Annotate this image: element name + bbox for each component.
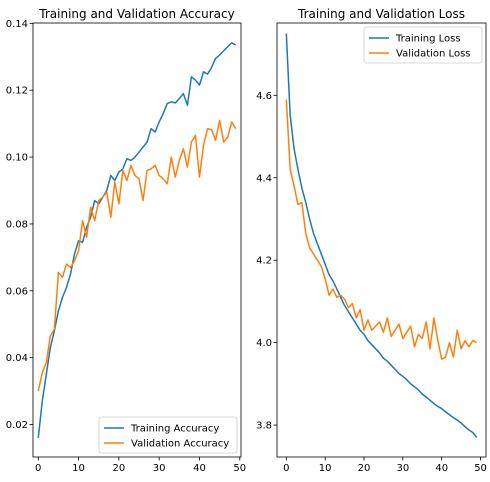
- loss-x-tick-label: 30: [396, 463, 409, 474]
- loss-validation-loss-line: [285, 99, 478, 360]
- loss-chart-title: Training and Validation Loss: [297, 7, 465, 21]
- accuracy-axes-frame: [32, 22, 242, 458]
- accuracy-x-tick-label: 10: [72, 463, 85, 474]
- accuracy-panel: Training and Validation Accuracy 0 10 20 30 4…: [6, 7, 246, 474]
- loss-y-tick-label: 3.8: [256, 421, 272, 432]
- accuracy-y-tick-label: 0.08: [6, 219, 28, 230]
- loss-x-tick-label: 20: [358, 463, 371, 474]
- loss-legend-label: Training Loss: [395, 34, 461, 45]
- accuracy-legend-box: [98, 416, 238, 454]
- accuracy-chart-title: Training and Validation Accuracy: [38, 7, 234, 21]
- loss-x-tick-label: 50: [474, 463, 487, 474]
- loss-y-tick-label: 4.6: [256, 91, 272, 102]
- loss-axes-frame: [276, 22, 487, 458]
- accuracy-y-tick-label: 0.14: [6, 19, 28, 30]
- loss-training-loss-line: [285, 33, 478, 438]
- loss-legend-box: [363, 26, 483, 64]
- loss-y-tick-label: 4.0: [256, 338, 272, 349]
- accuracy-y-tick-label: 0.04: [6, 353, 28, 364]
- loss-x-tick-label: 0: [283, 463, 289, 474]
- accuracy-x-tick-label: 20: [112, 463, 125, 474]
- loss-x-tick-label: 10: [319, 463, 332, 474]
- loss-panel: Training and Validation Loss 0 10 20 30 40 50 3…: [256, 7, 487, 474]
- loss-legend-label: Validation Loss: [396, 49, 471, 60]
- loss-y-tick-label: 4.4: [256, 173, 272, 184]
- accuracy-legend-label: Validation Accuracy: [131, 439, 229, 450]
- accuracy-x-tick-label: 0: [35, 463, 41, 474]
- loss-y-tick-label: 4.2: [256, 256, 272, 267]
- accuracy-y-tick-label: 0.12: [6, 86, 28, 97]
- accuracy-validation-accuracy-line: [37, 119, 237, 392]
- accuracy-x-tick-label: 30: [153, 463, 166, 474]
- loss-x-tick-label: 40: [435, 463, 448, 474]
- accuracy-training-accuracy-line: [37, 41, 237, 439]
- accuracy-y-tick-label: 0.02: [6, 420, 28, 431]
- accuracy-legend: Training Accuracy Validation Accuracy: [98, 416, 238, 454]
- loss-legend: Training Loss Validation Loss: [363, 26, 483, 64]
- accuracy-legend-label: Training Accuracy: [130, 424, 219, 435]
- accuracy-y-tick-label: 0.10: [6, 153, 28, 164]
- accuracy-x-tick-label: 50: [233, 463, 246, 474]
- accuracy-x-tick-label: 40: [193, 463, 206, 474]
- accuracy-y-tick-label: 0.06: [6, 286, 28, 297]
